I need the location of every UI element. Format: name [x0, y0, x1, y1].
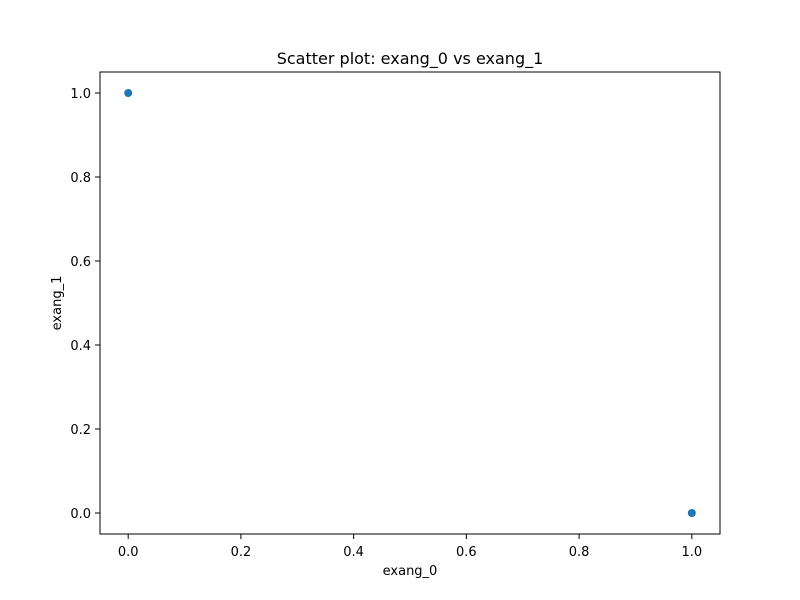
x-axis: 0.0 0.2 0.4 0.6 0.8 1.0 [118, 534, 702, 560]
x-tick-label: 0.8 [569, 545, 590, 560]
y-tick-label: 1.0 [70, 87, 91, 102]
data-points [124, 89, 696, 517]
x-tick-label: 0.2 [231, 545, 252, 560]
x-tick-label: 0.0 [118, 545, 139, 560]
x-tick-label: 0.6 [456, 545, 477, 560]
x-axis-label: exang_0 [383, 564, 438, 579]
x-tick-label: 1.0 [681, 545, 702, 560]
scatter-point [687, 509, 696, 517]
x-tick-label: 0.4 [343, 545, 364, 560]
y-axis-label: exang_1 [50, 276, 65, 331]
y-tick-label: 0.8 [70, 171, 91, 186]
y-tick-label: 0.2 [70, 423, 91, 438]
plot-frame [99, 71, 721, 535]
scatter-point [124, 89, 133, 97]
chart-title: Scatter plot: exang_0 vs exang_1 [277, 49, 544, 69]
y-tick-label: 0.6 [70, 255, 91, 270]
y-axis: 0.0 0.2 0.4 0.6 0.8 1.0 [70, 87, 100, 522]
y-tick-label: 0.0 [70, 507, 91, 522]
y-tick-label: 0.4 [70, 339, 91, 354]
